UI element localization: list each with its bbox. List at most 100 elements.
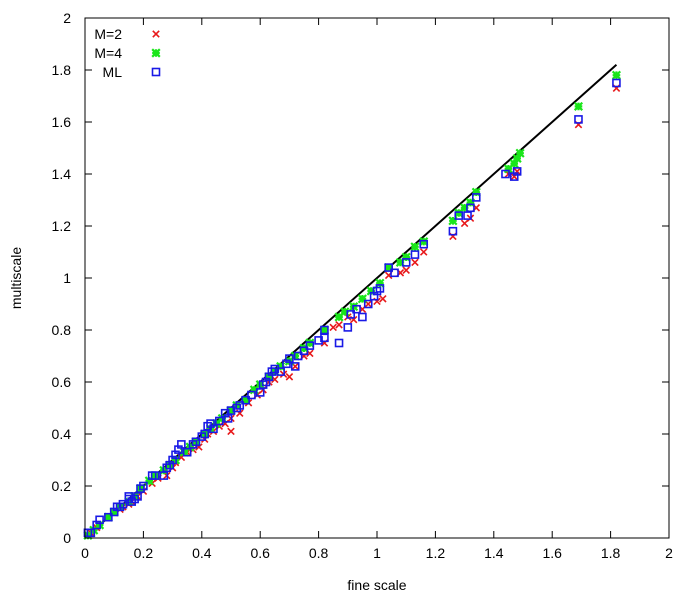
y-axis-title: multiscale <box>8 247 24 309</box>
marker-core <box>412 244 418 249</box>
point-2-57 <box>334 338 344 348</box>
point-2-58 <box>343 323 353 332</box>
point-2-39 <box>241 395 250 405</box>
point-1-33 <box>319 325 330 335</box>
y-tick-label: 0 <box>63 530 71 546</box>
x-tick-label: 0.4 <box>192 545 212 561</box>
y-tick-label: 1 <box>63 270 71 286</box>
point-1-40 <box>384 263 394 273</box>
marker-core <box>468 200 473 205</box>
point-2-15 <box>139 481 148 491</box>
point-1-55 <box>611 70 622 80</box>
y-tick-label: 1.4 <box>52 166 72 182</box>
point-2-62 <box>363 299 373 309</box>
y-tick-label: 1.8 <box>52 62 72 78</box>
point-2-8 <box>118 499 128 509</box>
marker-core <box>404 255 409 260</box>
point-2-74 <box>466 203 475 213</box>
legend-marker-1 <box>151 48 161 58</box>
point-2-76 <box>501 169 510 179</box>
legend-label-0: M=2 <box>94 26 122 42</box>
point-0-50 <box>402 266 410 274</box>
point-1-28 <box>276 361 286 371</box>
point-0-51 <box>411 258 419 267</box>
point-2-70 <box>419 239 429 249</box>
point-1-51 <box>509 159 519 169</box>
point-1-41 <box>395 257 405 267</box>
marker-core <box>514 156 520 161</box>
x-tick-label: 0 <box>81 545 89 561</box>
point-2-3 <box>95 515 104 525</box>
point-1-32 <box>305 338 315 348</box>
point-1-50 <box>503 164 513 174</box>
marker-core <box>266 374 272 379</box>
marker-core <box>421 239 426 244</box>
point-2-27 <box>191 437 201 447</box>
marker-core <box>147 478 152 483</box>
marker-core <box>614 73 619 78</box>
point-1-54 <box>573 101 584 111</box>
marker-core <box>456 210 461 216</box>
point-1-37 <box>357 294 367 304</box>
point-2-47 <box>276 367 285 376</box>
point-2-53 <box>305 341 315 350</box>
point-2-33 <box>215 416 224 426</box>
series-1 <box>83 70 622 540</box>
y-tick-label: 1.2 <box>52 218 72 234</box>
marker-core <box>342 309 348 314</box>
point-2-25 <box>182 447 192 457</box>
point-1-43 <box>410 242 420 252</box>
point-2-69 <box>410 250 420 259</box>
point-2-40 <box>247 390 256 400</box>
point-2-54 <box>314 336 323 345</box>
legend-label-2: ML <box>103 64 123 80</box>
point-2-75 <box>471 193 481 202</box>
y-tick-label: 0.4 <box>52 426 72 442</box>
point-1-46 <box>454 208 464 218</box>
x-tick-label: 1.2 <box>426 545 446 561</box>
marker-core <box>360 296 365 301</box>
point-1-34 <box>334 312 344 322</box>
point-1-24 <box>249 385 259 395</box>
point-2-56 <box>320 325 329 335</box>
marker-core <box>307 340 313 346</box>
x-axis-title: fine scale <box>347 577 406 593</box>
marker-core <box>301 346 307 351</box>
point-2-66 <box>384 263 393 272</box>
marker-core <box>112 509 117 515</box>
point-0-35 <box>285 373 294 381</box>
marker-core <box>474 190 479 195</box>
point-2-60 <box>352 304 361 314</box>
point-2-72 <box>454 211 464 220</box>
point-0-54 <box>460 219 469 228</box>
point-2-78 <box>512 167 522 176</box>
marker-core <box>386 265 391 270</box>
point-1-26 <box>264 372 274 382</box>
marker-core <box>450 218 456 223</box>
x-tick-label: 1 <box>373 545 381 561</box>
y-tick-label: 0.2 <box>52 478 72 494</box>
point-2-73 <box>463 211 472 220</box>
marker-core <box>368 288 374 294</box>
plot-area <box>83 64 622 540</box>
marker-core <box>517 151 523 156</box>
point-1-48 <box>465 198 476 208</box>
point-1-38 <box>366 286 376 296</box>
point-1-42 <box>401 252 411 262</box>
point-0-40 <box>329 323 337 332</box>
point-0-41 <box>335 321 343 329</box>
point-2-38 <box>235 401 245 410</box>
x-tick-label: 0.2 <box>134 545 154 561</box>
point-2-52 <box>299 346 309 356</box>
marker-core <box>336 314 342 320</box>
point-1-23 <box>241 395 251 405</box>
x-tick-label: 0.8 <box>309 545 329 561</box>
marker-core <box>106 515 111 520</box>
point-2-18 <box>159 471 169 480</box>
marker-core <box>377 281 383 286</box>
marker-core <box>322 327 327 333</box>
point-2-71 <box>448 226 458 236</box>
point-2-32 <box>209 424 218 434</box>
y-tick-label: 0.8 <box>52 322 72 338</box>
